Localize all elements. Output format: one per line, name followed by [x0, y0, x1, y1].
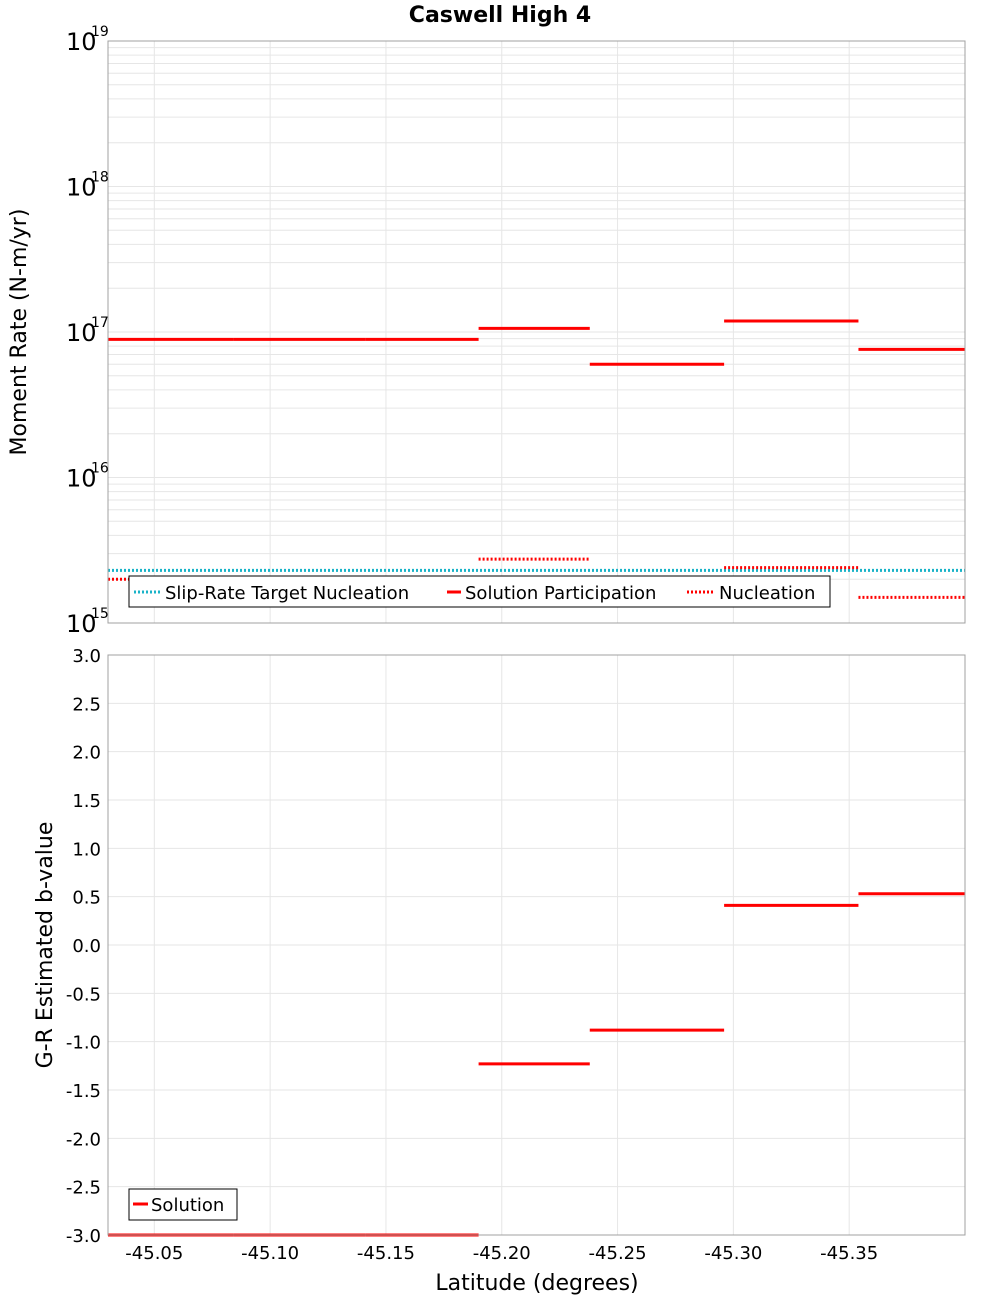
moment-rate-y-tick-base-1: 10: [66, 465, 97, 493]
x-tick-6: -45.35: [820, 1243, 878, 1264]
b-value-y-ticks: -3.0 -2.5 -2.0 -1.5 -1.0 -0.5 0.0 0.5 1.0 1.5 2.0 2…: [66, 646, 101, 1247]
legend-label-nucleation: Nucleation: [719, 583, 815, 604]
moment-rate-y-label: Moment Rate (N-m/yr): [7, 209, 32, 456]
moment-rate-legend-box: [128, 575, 831, 608]
x-tick-3: -45.20: [473, 1243, 531, 1264]
moment-rate-y-tick-base-0: 10: [66, 610, 97, 638]
x-tick-5: -45.30: [704, 1243, 762, 1264]
b-value-y-tick-12: 3.0: [72, 646, 101, 667]
moment-rate-y-tick-base-4: 10: [66, 28, 97, 56]
b-value-panel: -3.0 -2.5 -2.0 -1.5 -1.0 -0.5 0.0 0.5 1.0 1.5 2.0 2…: [33, 646, 966, 1296]
b-value-y-tick-3: -1.5: [66, 1081, 101, 1102]
x-tick-2: -45.15: [357, 1243, 415, 1264]
b-value-y-tick-9: 1.5: [72, 791, 101, 812]
b-value-y-label: G-R Estimated b-value: [33, 822, 58, 1069]
x-axis-label: Latitude (degrees): [435, 1271, 638, 1296]
moment-rate-y-tick-exp-0: 15: [91, 606, 109, 622]
moment-rate-y-tick-base-3: 10: [66, 174, 97, 202]
chart-title: Caswell High 4: [409, 3, 591, 28]
b-value-y-tick-1: -2.5: [66, 1178, 101, 1199]
x-tick-1: -45.10: [241, 1243, 299, 1264]
moment-rate-y-tick-exp-4: 19: [91, 24, 109, 40]
legend-label-target: Slip-Rate Target Nucleation: [165, 583, 409, 604]
b-value-y-tick-8: 1.0: [72, 839, 101, 860]
moment-rate-y-tick-base-2: 10: [66, 319, 97, 347]
b-value-y-tick-7: 0.5: [72, 888, 101, 909]
legend-label-participation: Solution Participation: [465, 583, 656, 604]
moment-rate-frame: [107, 40, 966, 624]
x-tick-4: -45.25: [589, 1243, 647, 1264]
b-value-y-tick-2: -2.0: [66, 1129, 101, 1150]
x-tick-0: -45.05: [125, 1243, 183, 1264]
b-value-y-tick-0: -3.0: [66, 1226, 101, 1247]
b-value-frame: [107, 654, 966, 1236]
b-value-y-tick-11: 2.5: [72, 694, 101, 715]
moment-rate-legend: Slip-Rate Target Nucleation Solution Par…: [128, 575, 831, 608]
b-value-y-tick-6: 0.0: [72, 936, 101, 957]
b-value-legend: Solution: [128, 1188, 238, 1221]
x-ticks: -45.05 -45.10 -45.15 -45.20 -45.25 -45.30 -45.…: [125, 1243, 878, 1264]
b-value-y-tick-10: 2.0: [72, 743, 101, 764]
b-value-y-tick-4: -1.0: [66, 1033, 101, 1054]
moment-rate-y-tick-exp-1: 16: [91, 461, 109, 477]
b-value-y-tick-5: -0.5: [66, 984, 101, 1005]
legend-label-solution: Solution: [151, 1195, 224, 1216]
moment-rate-y-tick-exp-3: 18: [91, 170, 109, 186]
moment-rate-y-tick-exp-2: 17: [91, 315, 109, 331]
